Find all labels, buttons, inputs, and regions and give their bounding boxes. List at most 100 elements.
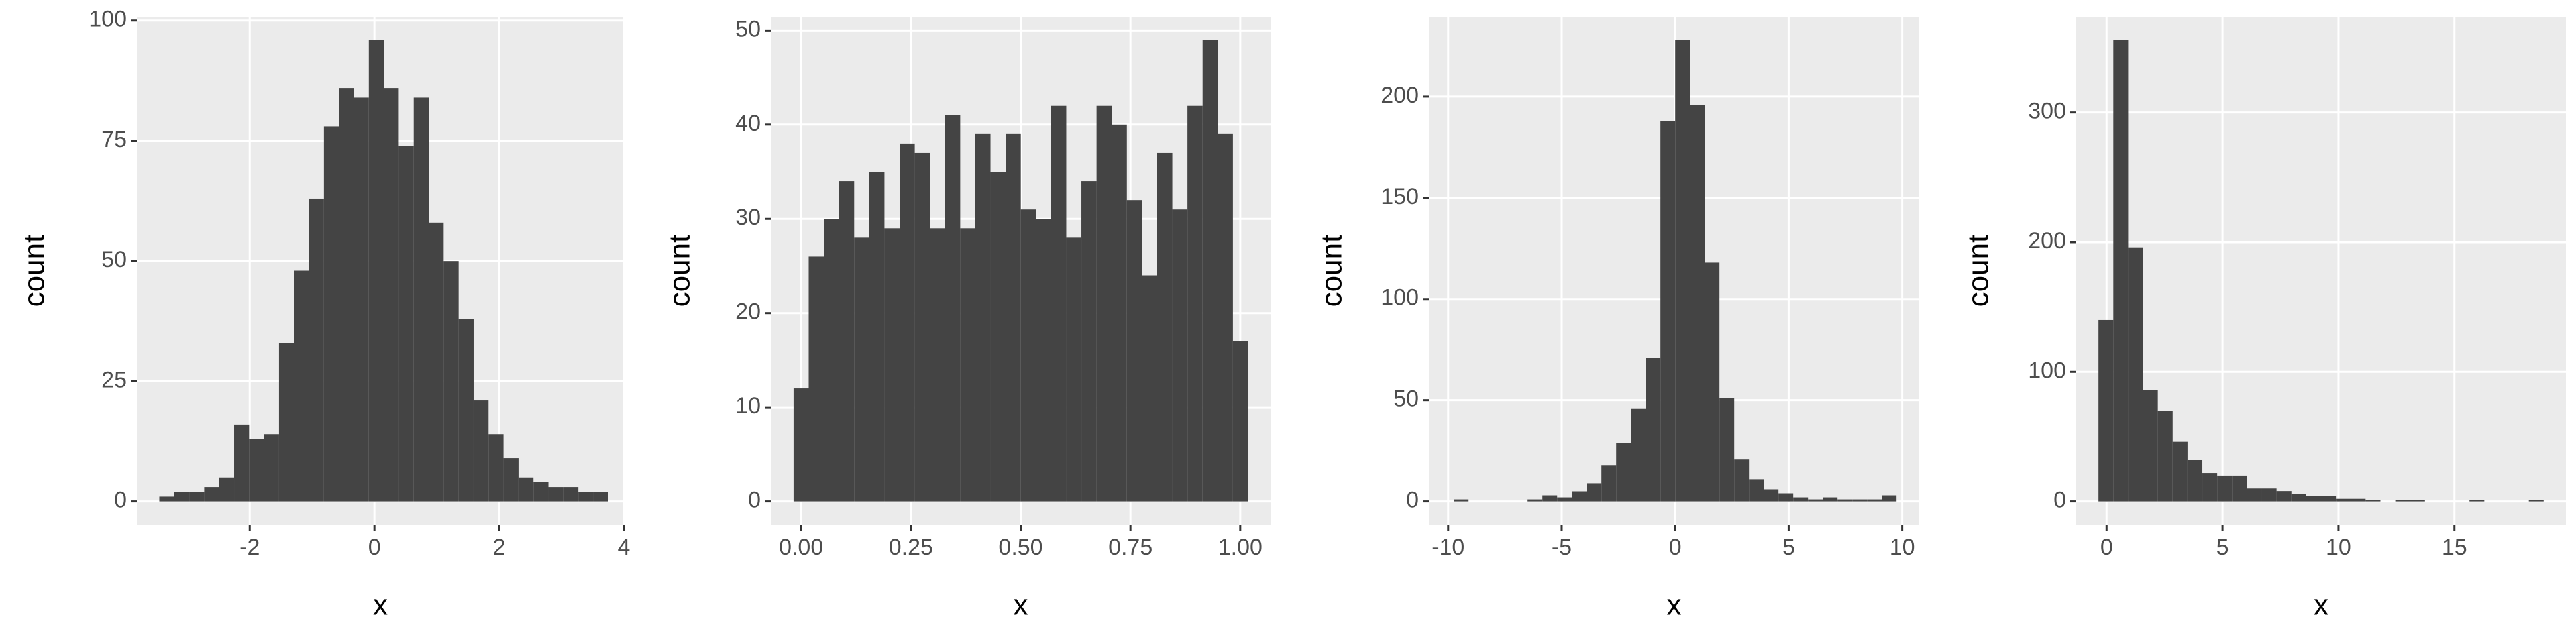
histogram-bar (458, 319, 474, 502)
x-tick-label: -5 (1552, 535, 1572, 560)
histogram-bar (854, 237, 869, 502)
histogram-bar (990, 172, 1006, 502)
histogram-bar (443, 261, 459, 502)
histogram-bar (1172, 209, 1188, 502)
y-tick-label: 50 (1393, 386, 1419, 412)
x-tick-label: 0.50 (998, 535, 1042, 560)
histogram-bar (189, 492, 205, 502)
histogram-bar (368, 40, 384, 502)
histogram-bar (1719, 398, 1735, 502)
x-tick-label: 10 (2326, 535, 2351, 560)
histogram-bar (2217, 475, 2233, 502)
histogram-bar (339, 88, 354, 502)
histogram-bar (2113, 40, 2129, 502)
histogram-bar (1852, 499, 1868, 502)
histogram-bar (839, 181, 855, 502)
histogram-bar (473, 400, 489, 502)
histogram-bar (1778, 493, 1794, 502)
histogram-bar (2187, 460, 2203, 502)
histogram-bar (1218, 133, 1233, 502)
y-tick-label: 30 (735, 205, 761, 230)
histogram-bar (2410, 500, 2425, 502)
histogram-bar (1096, 105, 1112, 502)
x-tick-label: -2 (239, 535, 260, 560)
histogram-bar (2202, 473, 2218, 502)
histogram-bar (1066, 237, 1082, 502)
histogram-bar (234, 424, 250, 502)
histogram-bar (1764, 489, 1779, 502)
x-tick-label: 5 (1782, 535, 1795, 560)
histogram-bar (2261, 488, 2277, 502)
histogram-bar (1646, 358, 1661, 502)
histogram-bar (1527, 499, 1543, 502)
histogram-bar (1631, 408, 1646, 502)
x-tick-label: -10 (1432, 535, 1464, 560)
histogram-bar (1808, 499, 1823, 502)
x-axis-title: x (1014, 589, 1028, 622)
histogram-bar (204, 487, 219, 502)
x-tick-label: 0.75 (1108, 535, 1152, 560)
histogram-bar (1202, 40, 1218, 502)
y-axis-title: count (663, 235, 696, 307)
histogram-bar (1142, 275, 1157, 502)
x-tick-label: 10 (1890, 535, 1915, 560)
histogram-bar (1867, 499, 1882, 502)
y-tick-label: 100 (2028, 358, 2066, 383)
histogram-bar (793, 388, 809, 502)
histogram-bar (1232, 341, 1248, 502)
histogram-bar (2291, 493, 2306, 502)
y-tick-label: 200 (2028, 228, 2066, 254)
histogram-bar (2276, 491, 2292, 502)
histogram-bar (2247, 488, 2262, 502)
y-tick-label: 100 (89, 7, 127, 32)
histogram-bar (1882, 495, 1897, 502)
histogram-bar (1749, 479, 1764, 502)
y-tick-label: 75 (101, 127, 127, 152)
histogram-bar (1020, 209, 1036, 502)
histogram-bar (2395, 500, 2410, 502)
histogram-bar (869, 172, 885, 502)
histogram-bar (960, 228, 975, 502)
histogram-bar (2469, 500, 2485, 502)
y-tick-label: 300 (2028, 99, 2066, 124)
histogram-bar (975, 133, 991, 502)
x-tick-label: 15 (2442, 535, 2467, 560)
histogram-bar (578, 492, 594, 502)
y-tick-label: 10 (735, 393, 761, 419)
y-tick-label: 0 (2053, 488, 2066, 513)
histogram-bar (1675, 40, 1690, 502)
y-tick-label: 0 (748, 488, 761, 513)
histogram-bar (1557, 497, 1572, 502)
histogram-bar (249, 439, 264, 502)
histogram-bar (2172, 441, 2188, 502)
histogram-bar (593, 492, 608, 502)
x-axis-title: x (1667, 589, 1682, 622)
x-tick-label: 5 (2216, 535, 2229, 560)
histogram-bar (1081, 181, 1097, 502)
histogram-bar (1051, 105, 1067, 502)
histogram-bar (2351, 498, 2366, 502)
y-tick-label: 100 (1381, 285, 1419, 311)
histogram-bar (1036, 219, 1051, 502)
x-axis-title: x (373, 589, 388, 622)
x-tick-label: 0 (2100, 535, 2113, 560)
histogram-bar (1660, 121, 1676, 502)
y-tick-label: 150 (1381, 184, 1419, 209)
histogram-bar (2306, 496, 2321, 502)
histogram-bar (945, 115, 961, 502)
y-tick-label: 50 (101, 247, 127, 272)
y-axis-title: count (1962, 235, 1995, 307)
histogram-bar (2157, 411, 2173, 502)
histogram-bar (518, 477, 534, 502)
histogram-bar (1793, 497, 1809, 502)
histogram-bar (1705, 262, 1720, 502)
histogram-bar (2365, 500, 2381, 502)
x-tick-label: 0 (368, 535, 381, 560)
y-tick-label: 0 (1406, 488, 1419, 513)
histogram-bar (2098, 319, 2114, 502)
histogram-bar (1690, 104, 1705, 502)
histogram-bar (1126, 200, 1142, 502)
histogram-bar (1616, 443, 1631, 502)
histogram-bar (1187, 105, 1203, 502)
histogram-bar (533, 482, 549, 502)
